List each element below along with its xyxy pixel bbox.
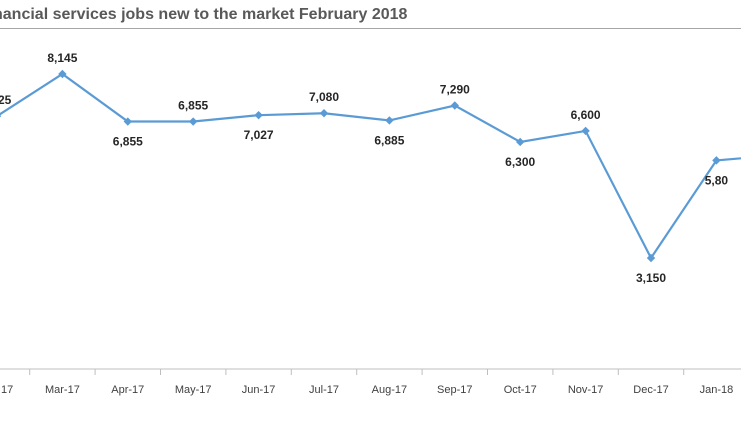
data-label: 6,855 bbox=[113, 135, 143, 149]
x-tick-label: Apr-17 bbox=[111, 384, 144, 396]
data-point bbox=[581, 126, 590, 136]
data-label: 3,150 bbox=[636, 271, 666, 285]
data-point bbox=[516, 137, 525, 147]
x-tick-label: May-17 bbox=[175, 384, 212, 396]
x-tick-label: Oct-17 bbox=[504, 384, 537, 396]
data-label: 6,885 bbox=[374, 133, 404, 147]
data-label: 5,80 bbox=[705, 173, 729, 187]
data-point bbox=[254, 110, 263, 120]
data-point bbox=[712, 156, 721, 165]
data-point bbox=[319, 109, 329, 118]
data-point bbox=[189, 117, 198, 126]
x-tick-label: Jun-17 bbox=[242, 384, 276, 396]
data-point bbox=[58, 69, 67, 79]
data-point bbox=[123, 117, 132, 126]
data-point bbox=[385, 116, 394, 125]
data-label: 7,080 bbox=[309, 90, 339, 104]
data-label: 6,600 bbox=[571, 108, 601, 122]
x-tick-label: Jul-17 bbox=[309, 384, 339, 396]
data-point bbox=[450, 101, 459, 110]
data-label: 7,290 bbox=[440, 82, 470, 96]
x-tick-label: Aug-17 bbox=[372, 384, 407, 396]
data-label: 25 bbox=[0, 93, 12, 107]
data-label: 7,027 bbox=[244, 128, 274, 142]
title-divider bbox=[0, 28, 741, 29]
series-line bbox=[0, 72, 741, 261]
data-point bbox=[646, 253, 656, 263]
x-tick-label: Sep-17 bbox=[437, 384, 472, 396]
x-tick-label: Nov-17 bbox=[568, 384, 603, 396]
x-tick-label: Dec-17 bbox=[633, 384, 668, 396]
data-label: 6,300 bbox=[505, 155, 535, 169]
x-tick-label: Mar-17 bbox=[45, 384, 80, 396]
x-tick-label: Jan-18 bbox=[700, 384, 734, 396]
x-tick-label: 17 bbox=[1, 384, 13, 396]
data-point bbox=[0, 114, 2, 118]
data-label: 8,145 bbox=[47, 51, 77, 65]
chart-title: nancial services jobs new to the market … bbox=[0, 6, 408, 23]
data-label: 6,855 bbox=[178, 99, 208, 113]
